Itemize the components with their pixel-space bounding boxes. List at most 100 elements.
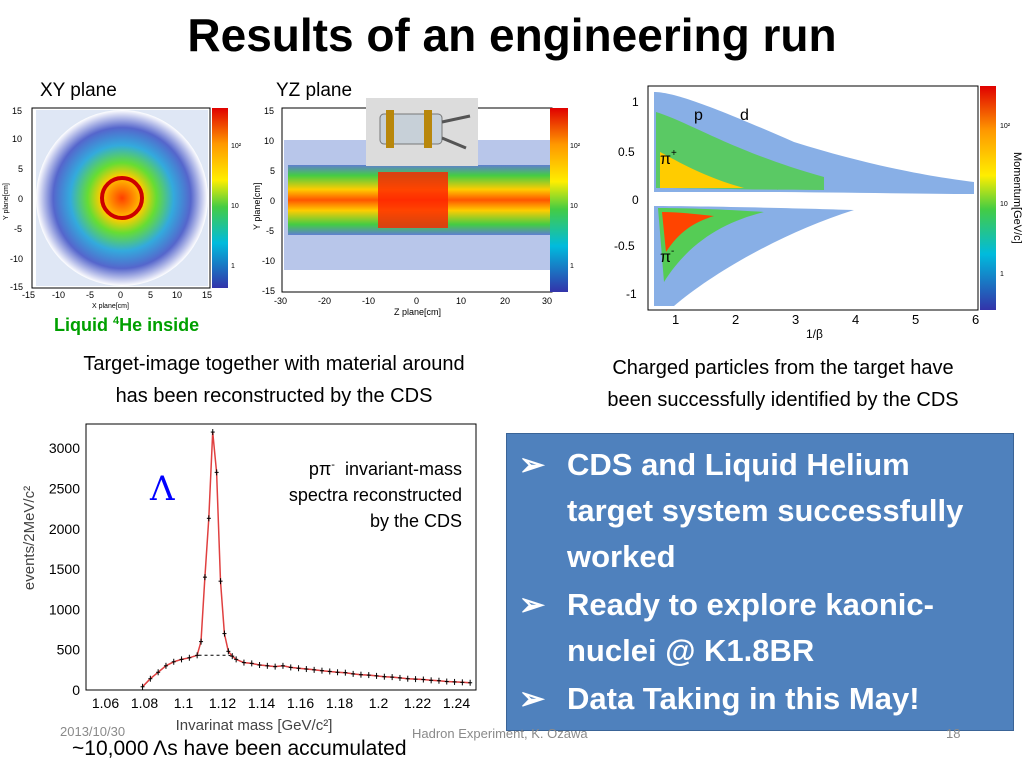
yz-xtick: -20 [318,296,331,306]
mass-xtick: 1.06 [92,695,119,711]
lambda-symbol: Λ [149,469,175,509]
target-caption-line: Target-image together with material arou… [83,353,465,375]
invariant-mass-chart: 0 500 1000 1500 2000 2500 3000 1.06 1.08 1.1 1.12… [21,423,477,734]
xy-plane-label: XY plane [40,80,117,101]
xy-ytick: -10 [10,254,23,264]
pid-caption-line: been successfully identified by the CDS [607,389,959,411]
pi-minus-symbol: π [660,249,671,266]
xy-xtick: -10 [52,290,65,300]
colorbar-tick: 10² [1000,123,1011,130]
mass-ytick: 0 [72,682,80,698]
pid-ytick: -1 [626,287,637,301]
yz-ytick: -15 [262,286,275,296]
summary-bullet-1: ➢ CDS and Liquid Helium target system suc… [519,442,1009,580]
pi-minus-charge: - [671,246,674,257]
yz-yaxis-title: Y plane[cm] [252,183,262,230]
colorbar-tick: 1 [1000,271,1004,278]
pid-plot: 1 0.5 0 -0.5 -1 1 2 3 4 5 6 1/β Momentum… [614,85,1023,340]
pid-ytick: 0 [632,193,639,207]
pid-xtick: 4 [852,312,859,327]
xy-y-ticks: 15 10 5 0 -5 -10 -15 [10,106,23,292]
liquid-superscript: 4 [112,315,120,327]
pid-x-ticks: 1 2 3 4 5 6 [672,312,979,327]
arrow-bullet-icon: ➢ [519,587,545,622]
xy-colorbar-ticks: 10² 10 1 [231,143,242,270]
pid-xtick: 3 [792,312,799,327]
yz-y-ticks: 15 10 5 0 -5 -10 -15 [262,106,275,296]
xy-xtick: 15 [202,290,212,300]
mass-ytick: 2500 [49,480,80,496]
liquid-prefix: Liquid [54,315,113,335]
colorbar-tick: 10 [231,203,239,210]
bullet-text: Data Taking in this May! [567,681,920,716]
mass-ytick: 1000 [49,601,80,617]
mass-xtick: 1.22 [404,695,431,711]
yz-ytick: -5 [266,226,274,236]
xy-ytick: -15 [10,282,23,292]
accumulated-note: ~10,000 Λs have been accumulated [72,737,407,761]
colorbar-tick: 1 [231,263,235,270]
mass-xtick: 1.24 [443,695,470,711]
mass-yaxis-title: events/2MeV/c² [21,486,38,590]
footer-page-number: 18 [946,726,961,741]
xy-xtick: 5 [148,290,153,300]
bullet-text: CDS and Liquid Helium target system succ… [567,447,964,574]
liquid-helium-label: Liquid 4He inside [54,315,199,336]
pi-plus-charge: + [671,148,677,159]
pid-xaxis-title: 1/β [806,327,823,340]
mass-xtick: 1.2 [369,695,389,711]
colorbar-tick: 10 [570,203,578,210]
mass-annotation-line1: pπ- invariant-mass [222,452,462,482]
pid-yaxis-title: Momentum[GeV/c] [1011,152,1023,244]
xy-xtick: -5 [86,290,94,300]
yz-xtick: 30 [542,296,552,306]
yz-xtick: 0 [414,296,419,306]
annot-charge: - [331,459,335,471]
accumulated-lambda: Λ [153,737,168,760]
xy-ytick: 15 [12,106,22,116]
xy-ytick: 10 [12,134,22,144]
yz-ytick: 10 [264,136,274,146]
yz-ytick: -10 [262,256,275,266]
mass-ytick: 3000 [49,440,80,456]
colorbar-tick: 10² [570,143,581,150]
mass-xtick: 1.08 [131,695,158,711]
pid-caption-line: Charged particles from the target have [612,357,954,379]
pid-xtick: 5 [912,312,919,327]
xy-xtick: 0 [118,290,123,300]
xy-xaxis-title: X plane[cm] [92,303,129,310]
yz-xtick: -10 [362,296,375,306]
pid-xtick: 1 [672,312,679,327]
arrow-bullet-icon: ➢ [519,681,545,716]
mass-annotation-line3: by the CDS [369,511,462,531]
xy-xtick: -15 [22,290,35,300]
summary-box: ➢ CDS and Liquid Helium target system suc… [506,433,1014,731]
yz-plane-label: YZ plane [276,80,353,101]
yz-colorbar-ticks: 10² 10 1 [570,143,581,270]
yz-xtick: 10 [456,296,466,306]
pid-colorbar-ticks: 10² 10 1 [1000,123,1011,278]
footer-author: Hadron Experiment, K. Ozawa [412,726,588,741]
pid-caption: Charged particles from the target have b… [552,352,1014,416]
yz-xtick: 20 [500,296,510,306]
pid-y-ticks: 1 0.5 0 -0.5 -1 [614,95,639,301]
yz-xaxis-title: Z plane[cm] [394,307,441,317]
pi-plus-symbol: π [660,151,671,168]
annot-ppi: pπ [308,459,332,479]
liquid-suffix: He inside [119,315,200,335]
summary-bullet-3: ➢ Data Taking in this May! [519,676,1009,722]
pid-xtick: 2 [732,312,739,327]
footer-date: 2013/10/30 [60,724,126,739]
pid-ytick: -0.5 [614,239,635,253]
target-caption-line: has been reconstructed by the CDS [115,385,433,407]
mass-plot-frame [85,423,477,691]
pid-ytick: 1 [632,95,639,109]
mass-xtick: 1.18 [326,695,353,711]
mass-xtick: 1.12 [209,695,236,711]
yz-ytick: 15 [264,106,274,116]
pid-xtick: 6 [972,312,979,327]
pi-plus-label: π+ [660,148,677,168]
bullet-text: Ready to explore kaonic-nuclei @ K1.8BR [567,587,934,668]
deuteron-label: d [740,107,749,124]
colorbar-tick: 10² [231,143,242,150]
